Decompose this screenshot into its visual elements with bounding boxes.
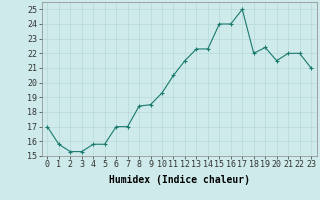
X-axis label: Humidex (Indice chaleur): Humidex (Indice chaleur) [109,175,250,185]
